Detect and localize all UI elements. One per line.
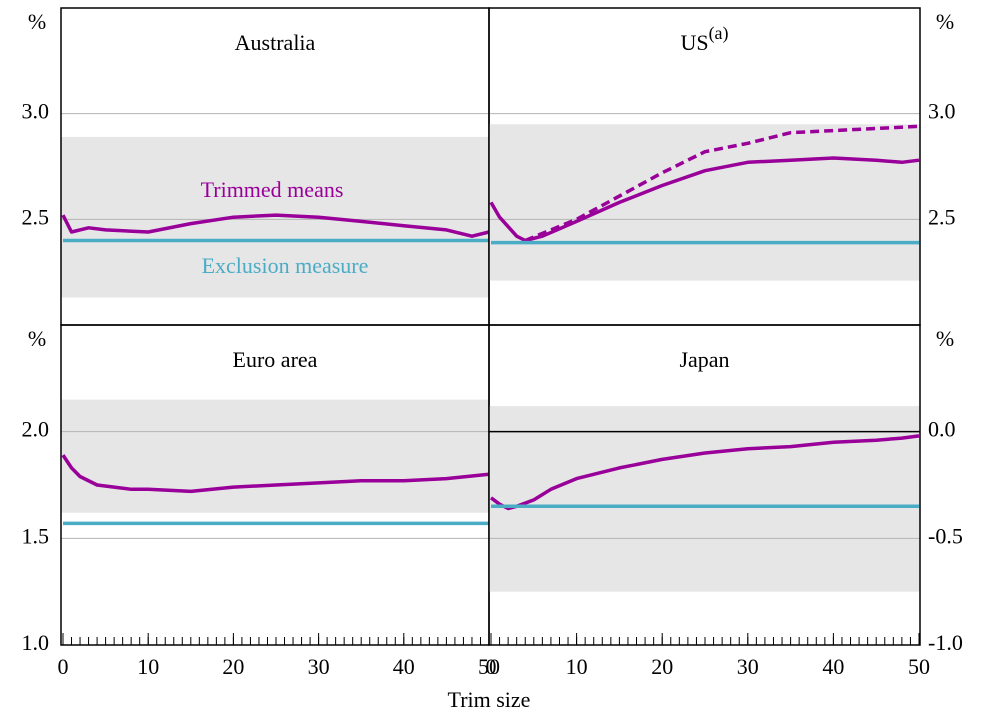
x-tick-label: 50 <box>908 654 930 679</box>
range-band <box>61 136 489 298</box>
y-tick-label: 3.0 <box>928 99 956 124</box>
range-band <box>489 124 920 281</box>
panel-title: Australia <box>235 30 316 55</box>
x-tick-label: 20 <box>651 654 673 679</box>
panel-title-text: Japan <box>679 347 729 372</box>
series-line <box>61 213 490 238</box>
x-tick-label: 10 <box>137 654 159 679</box>
y-tick-label: 0.0 <box>928 417 956 442</box>
panel-title: US(a) <box>680 23 728 55</box>
x-tick-label: 40 <box>393 654 415 679</box>
y-unit-label: % <box>28 326 46 351</box>
panel-title-text: US <box>680 30 708 55</box>
x-tick-label: 0 <box>486 654 497 679</box>
y-tick-label: 1.0 <box>22 630 50 655</box>
y-tick-label: -1.0 <box>928 630 963 655</box>
x-tick-label: 40 <box>822 654 844 679</box>
x-tick-label: 10 <box>566 654 588 679</box>
y-tick-label: 2.5 <box>22 204 50 229</box>
range-band <box>61 399 489 513</box>
panel-title-text: Australia <box>235 30 316 55</box>
panel-title: Japan <box>679 347 729 372</box>
x-tick-label: 20 <box>222 654 244 679</box>
x-tick-label: 0 <box>58 654 69 679</box>
panel-title-sup: (a) <box>709 23 729 44</box>
panel-title: Euro area <box>233 347 318 372</box>
series-label: Exclusion measure <box>202 253 369 278</box>
x-tick-label: 30 <box>308 654 330 679</box>
y-tick-label: 1.5 <box>22 523 50 548</box>
y-unit-label: % <box>28 9 46 34</box>
y-unit-label: % <box>936 9 954 34</box>
x-tick-label: 50 <box>478 654 500 679</box>
series-line <box>524 124 920 243</box>
y-tick-label: 3.0 <box>22 99 50 124</box>
y-tick-label: -0.5 <box>928 523 963 548</box>
panel-title-text: Euro area <box>233 347 318 372</box>
y-tick-label: 2.0 <box>22 417 50 442</box>
x-axis-label: Trim size <box>448 687 531 712</box>
panel-frame <box>488 324 921 646</box>
series-line <box>61 454 490 494</box>
x-tick-label: 30 <box>737 654 759 679</box>
series-line <box>489 156 920 243</box>
series-label: Trimmed means <box>201 177 344 202</box>
y-tick-label: 2.5 <box>928 204 956 229</box>
y-unit-label: % <box>936 326 954 351</box>
range-band <box>489 406 920 592</box>
